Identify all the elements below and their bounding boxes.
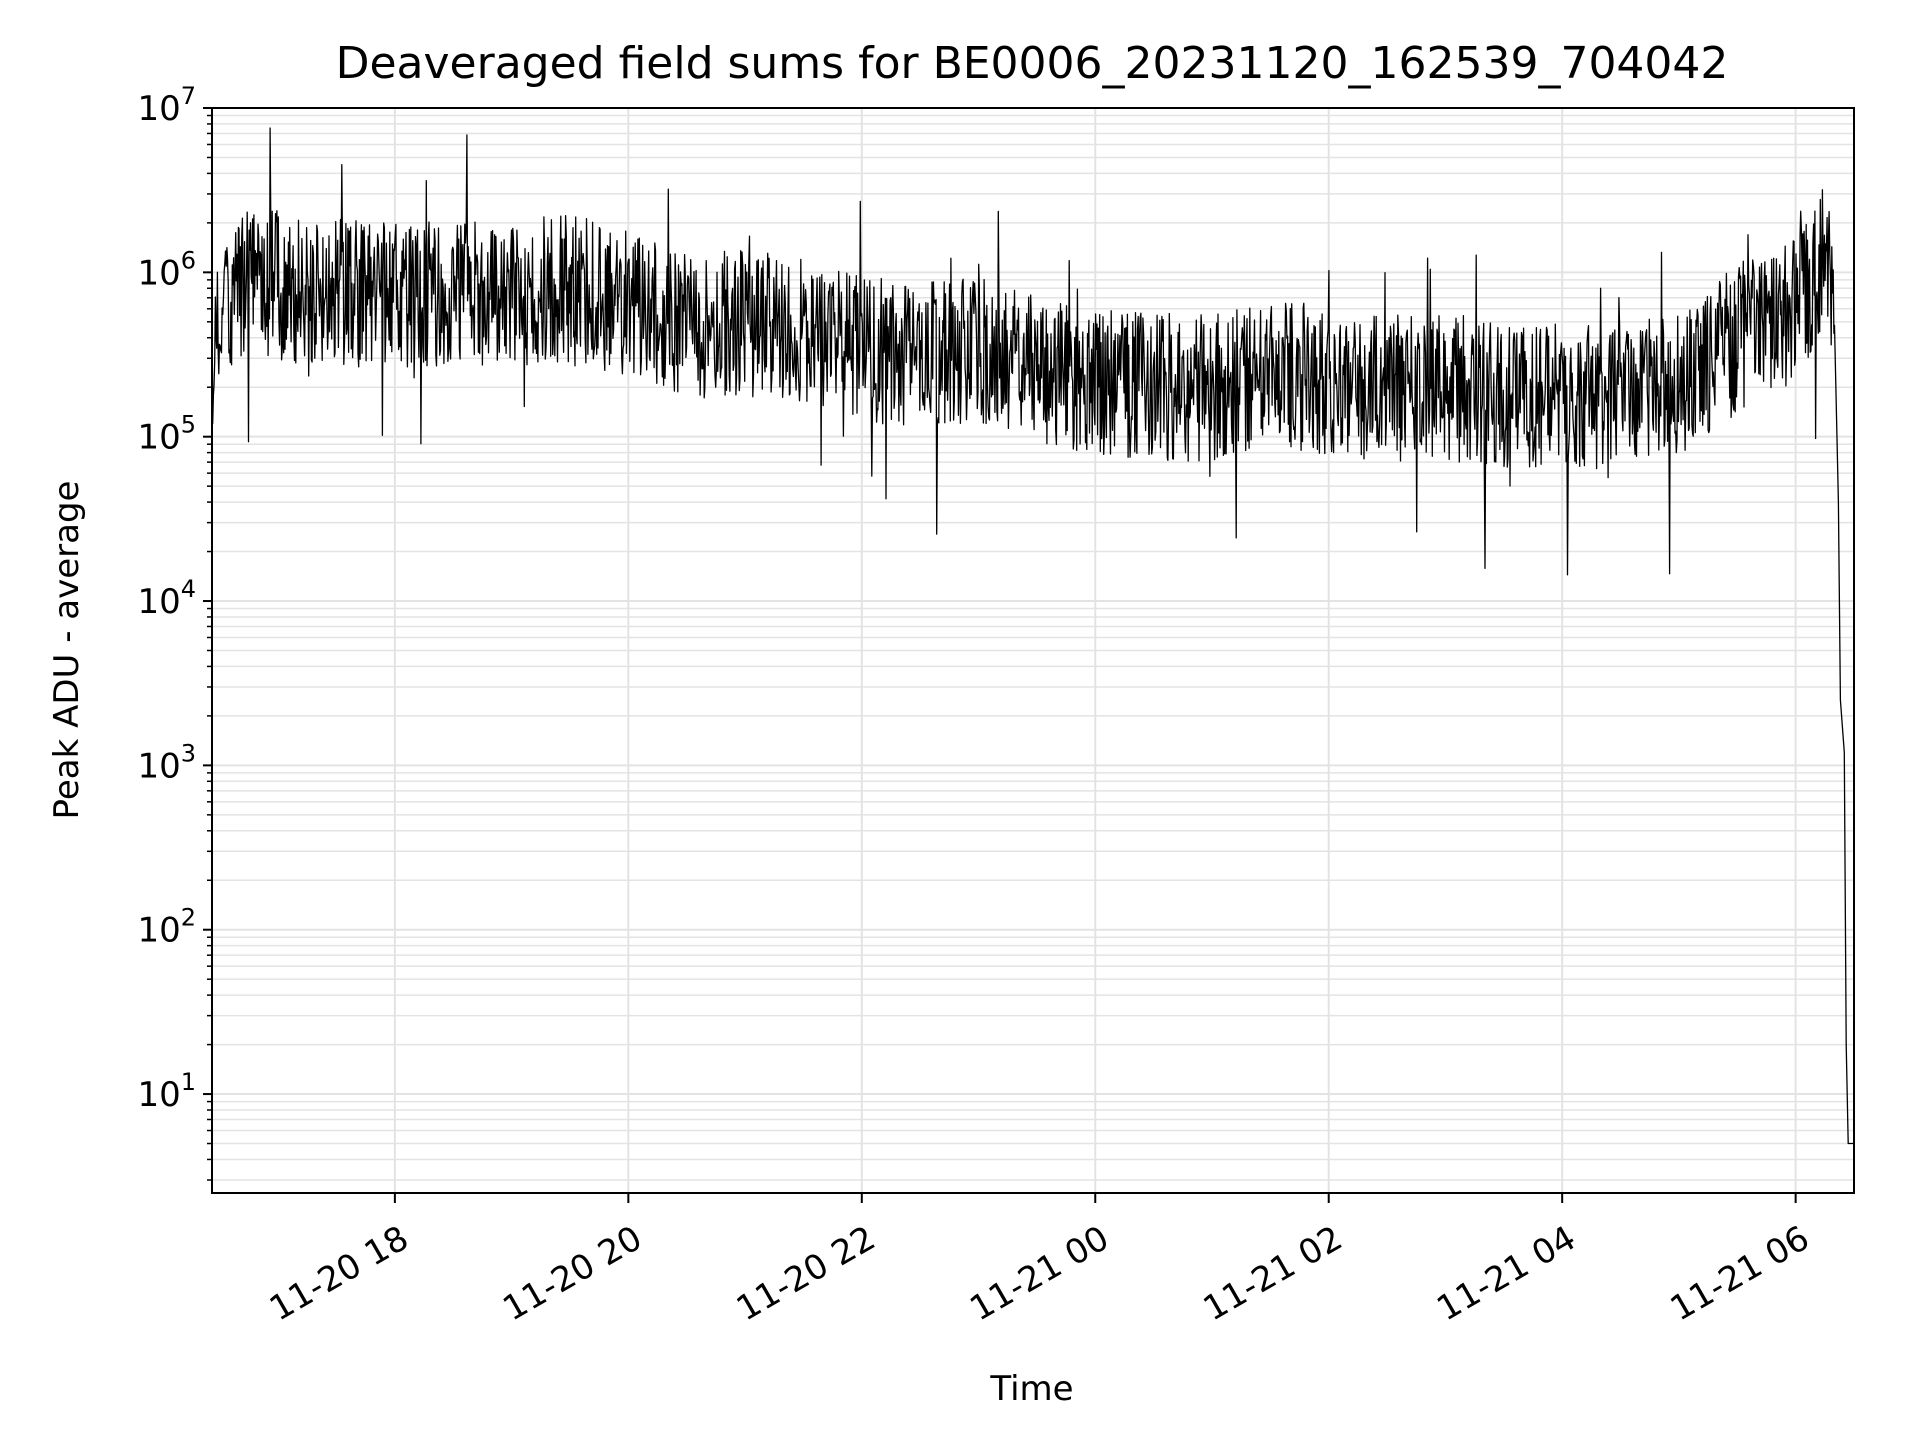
y-tick-label: 102: [137, 904, 196, 951]
chart-title: Deaveraged field sums for BE0006_2023112…: [336, 38, 1729, 89]
y-tick-label: 105: [137, 411, 196, 458]
series-line-0: [211, 127, 1854, 1145]
series-line-group: [211, 127, 1854, 1145]
x-axis: 11-20 18 11-20 20 11-20 22 11-21 00 11-21 02…: [263, 1193, 1816, 1329]
grid: [212, 108, 1854, 1193]
x-tick-label: 11-21 00: [963, 1218, 1115, 1329]
y-tick-label: 107: [137, 82, 196, 129]
y-tick-label: 103: [137, 739, 196, 786]
y-axis-label: Peak ADU - average: [47, 481, 87, 820]
y-axis: 101 102 103 104 105 106 107: [137, 82, 212, 1181]
x-tick-label: 11-20 18: [263, 1218, 415, 1329]
x-tick-label: 11-20 20: [496, 1218, 648, 1329]
x-tick-label: 11-21 06: [1664, 1218, 1816, 1329]
x-axis-label: Time: [989, 1369, 1073, 1409]
y-tick-label: 106: [137, 246, 196, 293]
x-tick-label: 11-20 22: [730, 1218, 882, 1329]
y-tick-label: 104: [137, 575, 196, 622]
x-tick-label: 11-21 04: [1430, 1218, 1582, 1329]
x-tick-label: 11-21 02: [1197, 1218, 1349, 1329]
y-tick-label: 101: [137, 1068, 196, 1115]
